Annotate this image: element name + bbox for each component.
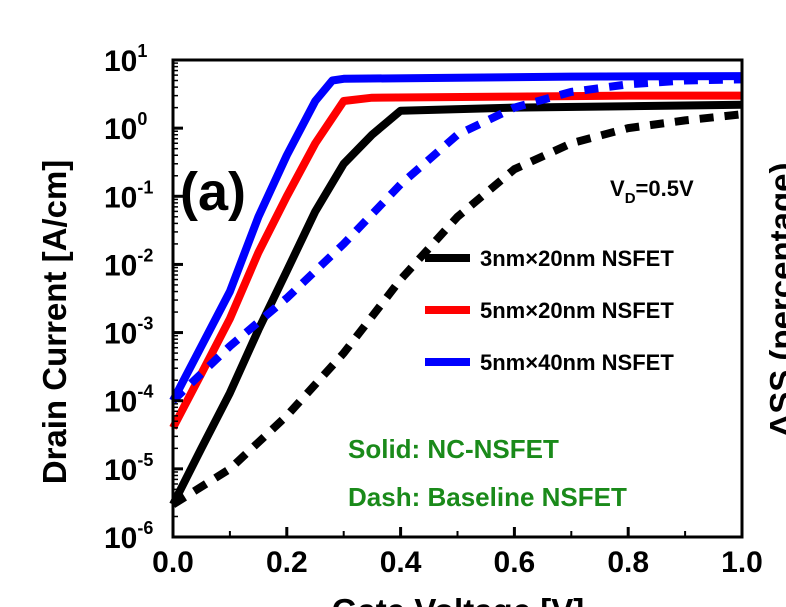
- x-tick-label: 1.0: [721, 546, 763, 579]
- note-dash: Dash: Baseline NSFET: [348, 482, 627, 512]
- ticks-layer: 0.0 0.2 0.4 0.6 0.8 1.0 101 100 10-1 10-2 10-3 10-4…: [104, 41, 763, 579]
- x-axis-title: Gate Voltage [V]: [332, 592, 584, 607]
- y-tick-label: 10-4: [104, 382, 153, 419]
- series-solid-1: [169, 91, 742, 430]
- x-tick-label: 0.6: [494, 546, 536, 579]
- right-axis-title: ΔSS (percentage): [763, 163, 786, 438]
- series-solid-2: [169, 100, 743, 507]
- x-tick-label: 0.4: [380, 546, 422, 579]
- series-layer: [169, 72, 743, 508]
- y-tick-label: 10-3: [104, 314, 153, 351]
- legend: 3nm×20nm NSFET 5nm×20nm NSFET 5nm×40nm NSF…: [425, 246, 674, 375]
- y-tick-label: 10-2: [104, 245, 153, 282]
- panel-label: (a): [180, 162, 246, 222]
- vd-annotation: VD=0.5V: [610, 176, 694, 207]
- y-tick-label: 10-1: [104, 177, 153, 214]
- y-tick-label: 101: [104, 41, 147, 78]
- note-solid: Solid: NC-NSFET: [348, 434, 559, 464]
- x-tick-label: 0.8: [607, 546, 649, 579]
- series-dash-3: [170, 75, 743, 404]
- legend-label: 5nm×40nm NSFET: [480, 350, 674, 375]
- y-tick-label: 10-6: [104, 518, 153, 555]
- y-tick-label: 10-5: [104, 450, 153, 487]
- x-tick-label: 0.2: [266, 546, 308, 579]
- y-tick-label: 100: [104, 109, 147, 146]
- y-axis-title: Drain Current [A/cm]: [36, 160, 73, 485]
- legend-label: 3nm×20nm NSFET: [480, 246, 674, 271]
- legend-label: 5nm×20nm NSFET: [480, 298, 674, 323]
- series-dash-4: [170, 110, 743, 508]
- series-solid-0: [169, 72, 743, 403]
- x-tick-label: 0.0: [152, 546, 194, 579]
